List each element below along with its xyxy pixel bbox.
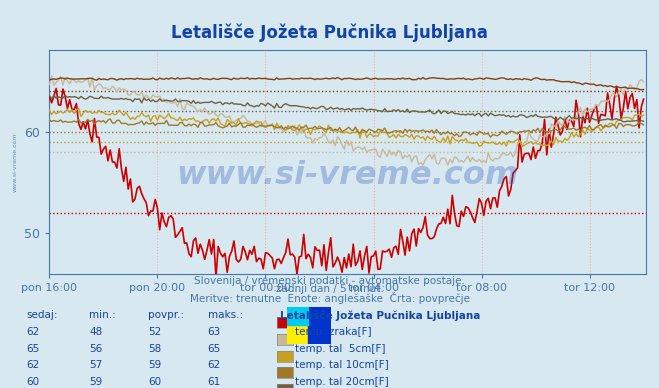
- Text: Meritve: trenutne  Enote: anglešaške  Črta: povprečje: Meritve: trenutne Enote: anglešaške Črta…: [190, 292, 469, 304]
- Text: 65: 65: [26, 344, 40, 354]
- Text: min.:: min.:: [89, 310, 116, 320]
- Text: Letališče Jožeta Pučnika Ljubljana: Letališče Jožeta Pučnika Ljubljana: [171, 23, 488, 42]
- Text: 61: 61: [208, 377, 221, 387]
- Text: 52: 52: [148, 327, 161, 337]
- Text: www.si-vreme.com: www.si-vreme.com: [13, 132, 17, 192]
- Text: 56: 56: [89, 344, 102, 354]
- Text: temp. tal 10cm[F]: temp. tal 10cm[F]: [295, 360, 388, 371]
- Text: 57: 57: [89, 360, 102, 371]
- Text: temp. zraka[F]: temp. zraka[F]: [295, 327, 371, 337]
- Text: zadnji dan / 5 minut.: zadnji dan / 5 minut.: [275, 284, 384, 294]
- Text: 48: 48: [89, 327, 102, 337]
- Text: 60: 60: [148, 377, 161, 387]
- Text: 65: 65: [208, 344, 221, 354]
- Text: temp. tal  5cm[F]: temp. tal 5cm[F]: [295, 344, 385, 354]
- Text: Slovenija / vremenski podatki - avtomatske postaje.: Slovenija / vremenski podatki - avtomats…: [194, 276, 465, 286]
- Text: Letališče Jožeta Pučnika Ljubljana: Letališče Jožeta Pučnika Ljubljana: [280, 310, 480, 321]
- Text: 58: 58: [148, 344, 161, 354]
- Text: maks.:: maks.:: [208, 310, 243, 320]
- Text: 62: 62: [26, 327, 40, 337]
- Text: 60: 60: [26, 377, 40, 387]
- Text: 63: 63: [208, 327, 221, 337]
- Text: povpr.:: povpr.:: [148, 310, 185, 320]
- Text: 62: 62: [26, 360, 40, 371]
- Text: sedaj:: sedaj:: [26, 310, 58, 320]
- Text: temp. tal 20cm[F]: temp. tal 20cm[F]: [295, 377, 388, 387]
- Text: 59: 59: [89, 377, 102, 387]
- Text: 59: 59: [148, 360, 161, 371]
- Text: www.si-vreme.com: www.si-vreme.com: [177, 160, 519, 191]
- Text: 62: 62: [208, 360, 221, 371]
